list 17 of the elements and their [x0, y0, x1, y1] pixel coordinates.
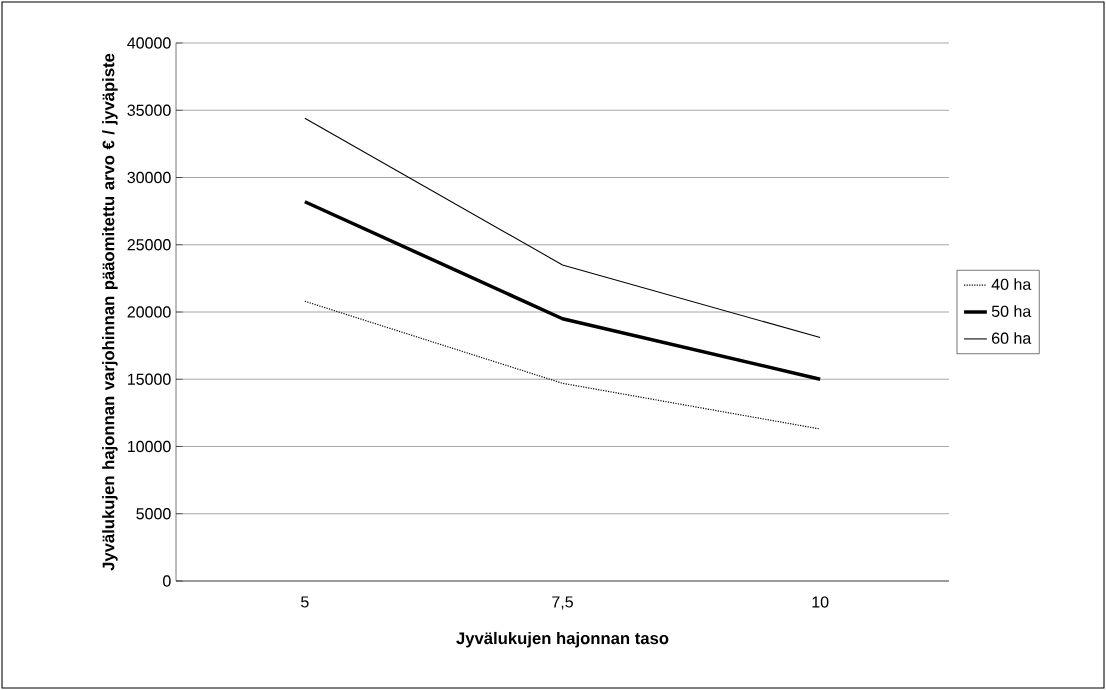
x-tick-label: 10 [812, 596, 829, 608]
y-tick-label: 10000 [128, 440, 171, 453]
legend-label: 40 ha [991, 278, 1032, 291]
legend-label: 50 ha [991, 305, 1032, 317]
y-tick-label: 25000 [127, 239, 171, 251]
x-tick-label: 7,5 [552, 596, 573, 610]
y-tick-label: 5000 [136, 508, 171, 520]
y-tick-label: 15000 [128, 373, 171, 385]
y-tick-label: 20000 [127, 306, 171, 318]
x-tick-label: 5 [301, 596, 309, 608]
y-axis-title: Jyvälukujen hajonnan varjohinnan pääomitettu arvo € / jyväpiste [102, 53, 118, 571]
y-tick-label: 30000 [127, 171, 171, 184]
legend-label: 60 ha [992, 332, 1032, 344]
y-tick-label: 40000 [127, 37, 171, 49]
y-tick-label: 0 [163, 575, 171, 587]
x-axis-title: Jyvälukujen hajonnan taso [456, 631, 669, 648]
y-tick-label: 35000 [127, 104, 171, 116]
